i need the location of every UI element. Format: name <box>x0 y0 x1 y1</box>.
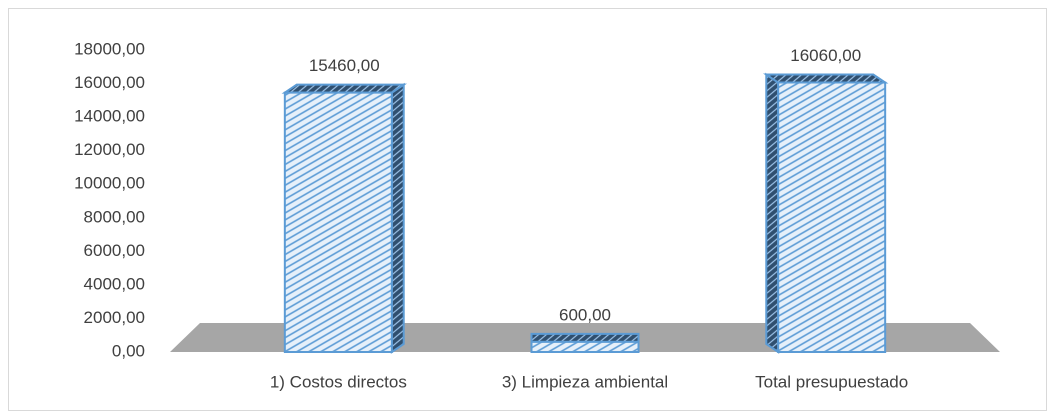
value-label: 600,00 <box>559 305 611 324</box>
value-label: 16060,00 <box>790 46 861 65</box>
y-tick-label: 12000,00 <box>74 140 145 159</box>
bar <box>281 82 407 354</box>
bar-front <box>777 81 887 353</box>
y-tick-label: 8000,00 <box>84 207 145 226</box>
bar-side <box>390 82 405 354</box>
y-tick-label: 4000,00 <box>84 274 145 293</box>
bar <box>763 72 889 354</box>
y-tick-label: 10000,00 <box>74 174 145 193</box>
bar-side <box>765 72 780 354</box>
bar-front <box>283 91 393 353</box>
value-label: 15460,00 <box>309 56 380 75</box>
bar-top <box>763 73 889 84</box>
x-tick-label: 3) Limpieza ambiental <box>502 372 668 391</box>
y-tick-label: 16000,00 <box>74 73 145 92</box>
bar-front <box>530 340 640 353</box>
bar <box>530 332 640 353</box>
bar-top <box>281 83 407 94</box>
bar-top <box>530 332 640 343</box>
y-tick-label: 18000,00 <box>74 39 145 58</box>
y-tick-label: 0,00 <box>112 341 145 360</box>
y-tick-label: 6000,00 <box>84 241 145 260</box>
x-tick-label: Total presupuestado <box>755 372 908 391</box>
x-tick-label: 1) Costos directos <box>270 372 407 391</box>
y-tick-label: 2000,00 <box>84 308 145 327</box>
y-tick-label: 14000,00 <box>74 107 145 126</box>
